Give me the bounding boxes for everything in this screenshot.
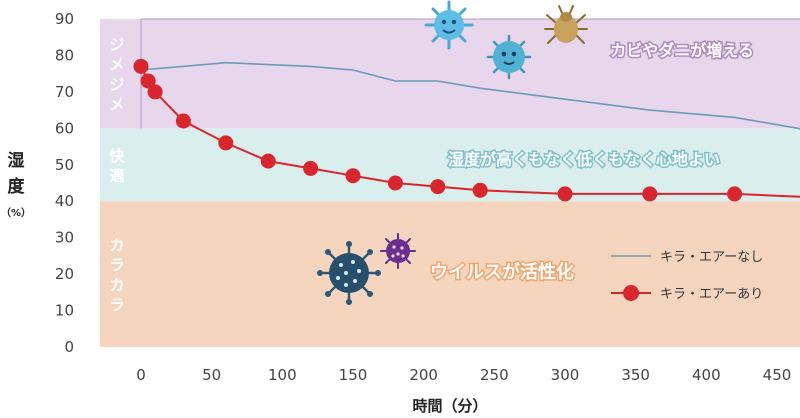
x-tick-label: 150	[339, 366, 368, 384]
zone-label-char: メ	[109, 96, 124, 114]
y-axis-unit: （%）	[1, 206, 31, 219]
series-line	[140, 61, 800, 130]
y-tick-label: 30	[55, 229, 74, 247]
zone-band	[100, 128, 800, 202]
data-point	[175, 113, 191, 129]
y-axis-title-char: 湿	[8, 151, 25, 171]
y-tick-label: 80	[55, 46, 74, 64]
x-tick-label: 200	[409, 366, 438, 384]
germ-teal-icon	[486, 34, 532, 80]
y-tick-label: 40	[55, 192, 74, 210]
x-tick-label: 100	[268, 366, 297, 384]
virus-navy-icon	[317, 241, 381, 305]
y-tick-label: 70	[55, 83, 74, 101]
legend-label: キラ・エアーあり	[660, 287, 763, 302]
zone-annotation: ウイルスが活性化	[430, 261, 574, 283]
data-point	[387, 175, 403, 191]
zone-label-char: ジ	[109, 76, 124, 94]
x-axis-title: 時間（分）	[412, 397, 487, 415]
zone-band	[100, 201, 800, 347]
data-point	[260, 153, 276, 169]
legend-label: キラ・エアーなし	[660, 250, 763, 265]
zone-label-char: ラ	[109, 256, 124, 274]
x-tick-label: 0	[136, 366, 146, 384]
y-axis-title-char: 度	[8, 176, 26, 197]
data-point	[642, 186, 658, 202]
x-tick-label: 300	[551, 366, 580, 384]
zone-label-char: メ	[109, 56, 124, 74]
data-point	[147, 84, 163, 100]
y-tick-label: 10	[55, 302, 74, 320]
zone-label-char: カ	[109, 236, 124, 254]
zones-layer: カラカラ快適ジメジメカビやダニが増える湿度が高くもなく低くもなく心地よいウイルス…	[100, 18, 800, 347]
x-tick-label: 250	[480, 366, 509, 384]
dust-mite-icon	[544, 5, 588, 44]
y-tick-label: 60	[55, 119, 74, 137]
axes-layer: 0 10 20 30 40 50 60 70 80 90 0 50 100 150 200 250 300 350…	[1, 10, 791, 415]
legend-marker-swatch	[623, 285, 639, 301]
series-layer	[133, 58, 800, 202]
data-point	[140, 73, 156, 89]
data-point	[133, 58, 149, 74]
zone-label-char: ラ	[109, 296, 124, 314]
zone-label-char: カ	[109, 276, 124, 294]
zone-label-char: 適	[109, 167, 124, 185]
y-tick-label: 20	[55, 265, 74, 283]
x-tick-label: 450	[763, 366, 792, 384]
zone-label-char: ジ	[109, 36, 124, 54]
x-tick-label: 400	[692, 366, 721, 384]
x-tick-label: 50	[202, 366, 221, 384]
zone-annotation: 湿度が高くもなく低くもなく心地よい	[447, 150, 720, 169]
data-point	[727, 186, 743, 202]
y-tick-label: 90	[55, 10, 74, 28]
data-point	[345, 168, 361, 184]
data-point	[303, 160, 319, 176]
data-point	[557, 186, 573, 202]
data-point	[218, 135, 234, 151]
zone-label-char: 快	[109, 147, 125, 165]
data-point	[472, 182, 488, 198]
zone-annotation: カビやダニが増える	[610, 41, 754, 60]
data-point	[430, 179, 446, 195]
bacteria-cyan-icon	[424, 0, 474, 50]
y-tick-label: 0	[64, 338, 74, 356]
x-tick-label: 350	[621, 366, 650, 384]
virus-purple-icon	[380, 233, 416, 269]
y-tick-label: 50	[55, 156, 74, 174]
